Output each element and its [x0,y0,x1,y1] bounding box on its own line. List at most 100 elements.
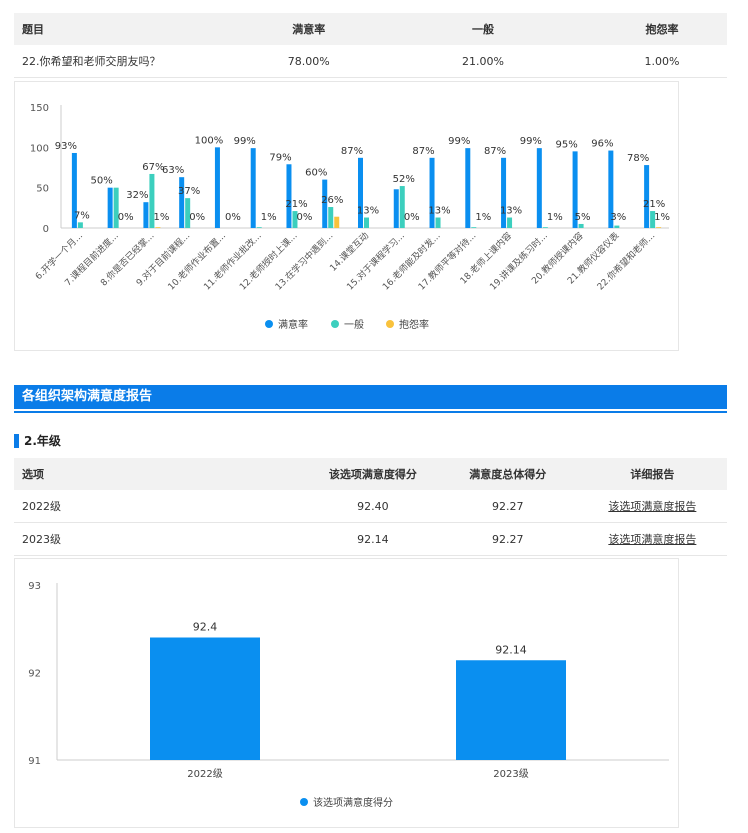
bar-satisfied [608,150,614,228]
data-label: 1% [153,212,169,223]
grade-chart-panel: 91 92 93 92.4 2022级 92.14 2023级 该选项满意度得分 [14,558,679,828]
header-total-score: 满意度总体得分 [437,458,578,490]
grade-score-table: 选项 该选项满意度得分 满意度总体得分 详细报告 2022级 92.40 92.… [14,458,727,556]
bar-complain [334,216,340,228]
legend-marker [386,320,394,328]
bar-option-score [456,660,566,760]
bar-satisfied [143,202,149,228]
bar-complain [656,227,662,228]
x-tick-label: 2022级 [187,768,222,780]
bar-normal [77,222,83,228]
detail-report-link[interactable]: 该选项满意度报告 [608,533,697,546]
bar-satisfied [358,157,363,228]
data-label: 87% [341,146,363,157]
section-divider [14,411,727,413]
data-label: 13% [357,206,379,217]
data-label: 0% [189,212,205,223]
section-title: 各组织架构满意度报告 [14,385,727,409]
data-label: 0% [404,212,420,223]
data-label: 93% [55,141,77,152]
cell-detail: 该选项满意度报告 [577,490,727,523]
cell-complain: 1.00% [596,45,727,78]
cell-total-score: 92.27 [437,490,578,523]
data-label: 1% [654,212,670,223]
data-label: 63% [162,165,184,176]
data-label: 95% [555,139,577,150]
data-label: 78% [627,153,649,164]
bar-satisfied [107,187,113,228]
bar-normal [578,223,584,228]
data-label: 52% [393,174,415,185]
y-tick-label: 0 [43,224,49,235]
bar-normal [507,217,513,228]
data-label: 67% [142,162,164,173]
bar-normal [113,187,119,228]
bar-satisfied [214,147,220,228]
bar-option-score [150,637,260,760]
data-label: 13% [500,206,522,217]
data-label: 79% [269,152,291,163]
cell-total-score: 92.27 [437,522,578,556]
bar-satisfied [429,157,435,228]
bar-normal [364,217,369,228]
data-label: 92.4 [193,621,218,634]
data-label: 60% [305,168,327,179]
bar-satisfied [465,148,471,228]
legend-marker [331,320,339,328]
legend-label: 抱怨率 [399,318,429,331]
table-row: 2023级 92.14 92.27 该选项满意度报告 [14,522,727,556]
data-label: 32% [126,190,148,201]
data-label: 1% [261,212,277,223]
bar-normal [435,217,441,228]
cell-normal: 21.00% [368,45,597,78]
bar-satisfied [644,165,650,228]
data-label: 96% [591,139,613,150]
y-tick-label: 92 [28,669,41,680]
header-complain: 抱怨率 [596,13,727,45]
legend-label: 该选项满意度得分 [313,796,393,809]
bar-satisfied [393,189,399,228]
cell-option: 2022级 [14,490,308,523]
header-detail-report: 详细报告 [577,458,727,490]
bar-normal [185,198,191,228]
bar-normal [650,211,656,228]
bar-satisfied [322,179,328,228]
data-label: 99% [234,136,256,147]
legend-label: 满意率 [278,318,308,331]
cell-detail: 该选项满意度报告 [577,522,727,556]
bar-satisfied [250,148,256,228]
data-label: 21% [285,199,307,210]
header-normal: 一般 [368,13,597,45]
bar-satisfied [536,148,542,228]
data-label: 5% [575,212,591,223]
detail-report-link[interactable]: 该选项满意度报告 [608,500,697,513]
bar-normal [399,186,405,228]
bar-satisfied [572,151,578,228]
cell-option-score: 92.40 [307,490,438,523]
bar-satisfied [71,152,77,228]
table-header-row: 题目 满意率 一般 抱怨率 [14,13,727,45]
data-label: 99% [520,136,542,147]
survey-result-table: 题目 满意率 一般 抱怨率 22.你希望和老师交朋友吗？ 78.00% 21.0… [14,13,727,78]
data-label: 21% [643,199,665,210]
data-label: 7% [74,210,90,221]
subheading-marker [14,434,19,448]
data-label: 13% [428,206,450,217]
bar-satisfied [179,177,185,228]
cell-option-score: 92.14 [307,522,438,556]
header-satisfied: 满意率 [248,13,369,45]
header-option: 选项 [14,458,308,490]
x-tick-label: 13.在学习中遇到... [272,230,335,293]
data-label: 1% [475,212,491,223]
data-label: 99% [448,136,470,147]
cell-satisfied: 78.00% [248,45,369,78]
bar-normal [292,211,298,228]
bar-satisfied [501,157,507,228]
data-label: 26% [321,195,343,206]
table-header-row: 选项 该选项满意度得分 满意度总体得分 详细报告 [14,458,727,490]
table-row: 2022级 92.40 92.27 该选项满意度报告 [14,490,727,523]
y-tick-label: 91 [28,756,41,767]
bar-normal [256,227,262,228]
data-label: 100% [195,135,224,146]
